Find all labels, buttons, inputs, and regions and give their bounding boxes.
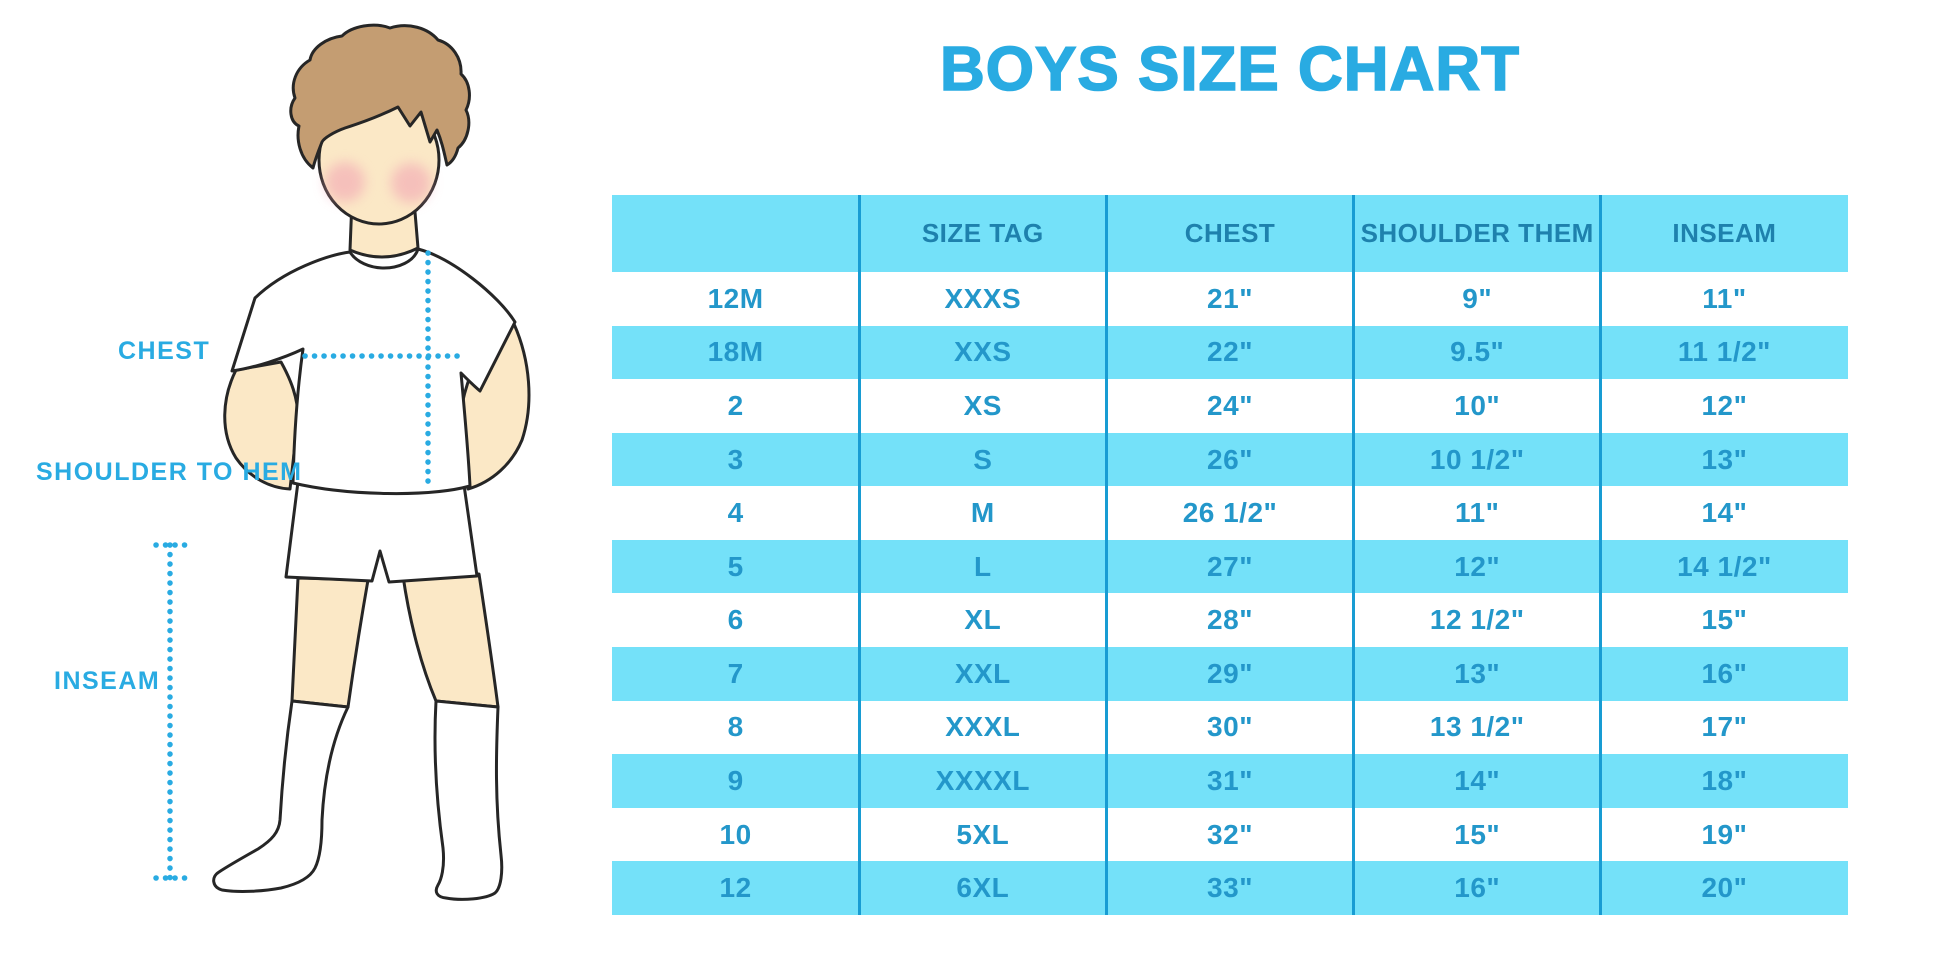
table-cell: XXL — [954, 657, 1011, 689]
table-row: 7 XXL 29" 13" 16" — [612, 647, 1848, 701]
table-cell: 28" — [1207, 604, 1253, 636]
page-title: BOYS SIZE CHART — [939, 34, 1520, 105]
table-cell: 21" — [1207, 282, 1253, 314]
column-separator — [857, 195, 861, 915]
boy-left-leg — [290, 576, 370, 709]
table-cell: 18M — [707, 336, 764, 368]
table-cell: XXS — [954, 336, 1012, 368]
table-cell: 6 — [727, 604, 744, 636]
table-cell: 9 — [727, 764, 744, 796]
table-cell: 2 — [727, 389, 744, 421]
table-cell: 20" — [1701, 872, 1748, 904]
table-cell: 15" — [1454, 818, 1501, 850]
table-cell: 14" — [1454, 764, 1501, 796]
boy-left-cheek — [325, 162, 365, 202]
table-cell: 12 1/2" — [1429, 604, 1525, 636]
table-cell: XXXS — [944, 282, 1022, 314]
header-cell: SIZE TAG — [921, 218, 1044, 248]
boy-hair — [289, 23, 471, 170]
table-cell: 29" — [1207, 657, 1253, 689]
table-cell: 14 1/2" — [1677, 550, 1772, 582]
column-separator — [1104, 195, 1108, 915]
table-cell: 12 — [719, 872, 752, 904]
table-cell: 22" — [1207, 336, 1253, 368]
table-cell: 4 — [727, 497, 744, 529]
table-row: 12M XXXS 21" 9" 11" — [612, 272, 1848, 326]
table-row: 18M XXS 22" 9.5" 11 1/2" — [612, 325, 1848, 380]
header-cell: SHOULDER THEM — [1360, 218, 1594, 248]
header-cell: INSEAM — [1672, 218, 1777, 248]
size-chart-table: SIZE TAG CHEST SHOULDER THEM INSEAM 12M XXXS 2… — [612, 195, 1848, 915]
table-cell: 5 — [727, 550, 744, 582]
boy-shirt — [230, 247, 517, 496]
column-separator — [1352, 195, 1356, 915]
table-cell: 32" — [1207, 818, 1253, 850]
table-cell: 17" — [1701, 711, 1748, 743]
table-cell: 11 1/2" — [1677, 336, 1771, 368]
inseam-label: INSEAM — [54, 667, 161, 695]
table-cell: XL — [964, 604, 1002, 636]
table-cell: 19" — [1701, 818, 1748, 850]
chest-label: CHEST — [118, 337, 211, 365]
table-cell: 26" — [1207, 443, 1253, 475]
table-cell: 5XL — [956, 818, 1010, 850]
table-cell: 13" — [1701, 443, 1748, 475]
table-cell: 30" — [1207, 711, 1253, 743]
table-header-row: SIZE TAG CHEST SHOULDER THEM INSEAM — [612, 195, 1848, 272]
table-cell: XS — [963, 389, 1002, 421]
table-cell: 12" — [1701, 389, 1748, 421]
table-row: 9 XXXXL 31" 14" 18" — [612, 754, 1848, 808]
table-cell: M — [970, 497, 995, 529]
table-cell: 11" — [1455, 497, 1500, 529]
table-cell: 27" — [1207, 550, 1253, 582]
table-cell: 9" — [1462, 282, 1493, 314]
table-cell: L — [974, 550, 992, 582]
table-cell: XXXL — [945, 711, 1021, 743]
column-separator — [1599, 195, 1603, 915]
boy-right-leg — [401, 572, 500, 709]
table-cell: 13" — [1454, 657, 1501, 689]
boy-left-sock — [212, 699, 350, 893]
table-cell: 9.5" — [1450, 336, 1505, 368]
boy-figure-svg — [153, 23, 531, 901]
table-cell: 31" — [1207, 764, 1253, 796]
boy-left-arm — [223, 360, 300, 491]
table-row: 5 L 27" 12" 14 1/2" — [612, 539, 1848, 594]
header-cell — [612, 195, 859, 272]
shoulder-to-hem-label: SHOULDER TO HEM — [36, 458, 303, 486]
table-row: 3 S 26" 10 1/2" 13" — [612, 432, 1848, 487]
table-cell: 10" — [1454, 389, 1501, 421]
table-cell: 11" — [1702, 282, 1747, 314]
table-cell: 16" — [1701, 657, 1748, 689]
boy-illustration: CHEST SHOULDER TO HEM INSEAM — [0, 0, 560, 973]
table-cell: 8 — [727, 711, 744, 743]
table-cell: 12" — [1454, 550, 1501, 582]
table-cell: 12M — [707, 282, 764, 314]
table-cell: S — [973, 443, 993, 475]
table-cell: 33" — [1207, 872, 1253, 904]
boy-right-cheek — [391, 163, 431, 203]
table-cell: XXXXL — [935, 764, 1030, 796]
table-row: 8 XXXL 30" 13 1/2" 17" — [612, 700, 1848, 755]
table-row: 6 XL 28" 12 1/2" 15" — [612, 593, 1848, 648]
table-row: 4 M 26 1/2" 11" 14" — [612, 486, 1848, 540]
table-cell: 7 — [727, 657, 744, 689]
table-cell: 16" — [1454, 872, 1501, 904]
table-cell: 10 1/2" — [1429, 443, 1525, 475]
table-cell: 26 1/2" — [1182, 497, 1278, 529]
table-cell: 6XL — [956, 872, 1010, 904]
table-row: 2 XS 24" 10" 12" — [612, 379, 1848, 433]
header-cell: CHEST — [1184, 218, 1276, 248]
table-row: 12 6XL 33" 16" 20" — [612, 861, 1848, 915]
table-cell: 14" — [1701, 497, 1748, 529]
table-cell: 13 1/2" — [1429, 711, 1525, 743]
boy-right-sock — [433, 699, 504, 901]
table-cell: 3 — [727, 443, 744, 475]
table-cell: 18" — [1701, 764, 1748, 796]
table-row: 10 5XL 32" 15" 19" — [612, 807, 1848, 862]
table-cell: 24" — [1207, 389, 1253, 421]
table-cell: 10 — [719, 818, 752, 850]
table-cell: 15" — [1701, 604, 1748, 636]
